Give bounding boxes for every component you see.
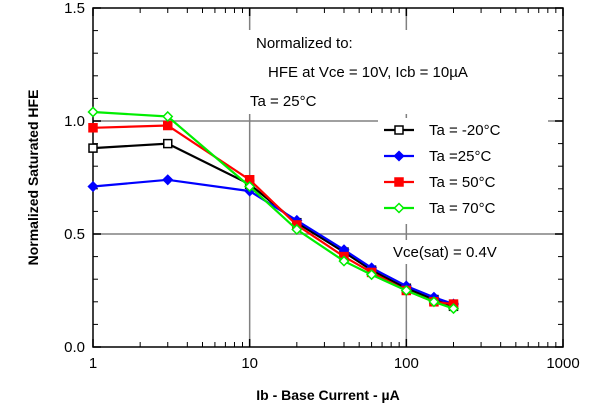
x-tick-label: 10 [241, 355, 258, 372]
annotation-normalized-to: Normalized to: [256, 35, 353, 52]
legend: Ta = -20°C Ta =25°C Ta = 50°C Ta = 70°C [378, 118, 548, 224]
data-point [88, 143, 98, 153]
annotation-temperature: Ta = 25°C [250, 93, 317, 110]
y-tick-label: 0.5 [64, 226, 85, 243]
ticks: 0.0 0.5 1.0 1.5 1 10 100 1000 [64, 0, 580, 372]
data-point [87, 106, 99, 118]
vce-annotation-background [388, 240, 536, 264]
y-tick-label: 1.0 [64, 113, 85, 130]
data-point [291, 223, 303, 236]
data-point [162, 110, 174, 123]
legend-marker [394, 125, 404, 135]
data-point [162, 138, 173, 149]
vce-annotation-box: Vce(sat) = 0.4V [388, 240, 536, 264]
data-point [87, 180, 99, 193]
legend-item: Ta =25°C [384, 148, 491, 165]
legend-label: Ta = -20°C [429, 122, 501, 139]
data-point [162, 174, 174, 186]
legend-label: Ta =25°C [429, 148, 491, 165]
legend-item: Ta = 50°C [384, 174, 496, 191]
legend-item: Ta = 70°C [384, 200, 496, 217]
y-axis-label: Normalized Saturated HFE [25, 90, 41, 266]
annotation-hfe-conditions: HFE at Vce = 10V, Icb = 10µA [268, 64, 468, 81]
x-tick-label: 100 [394, 355, 419, 372]
legend-background [378, 118, 548, 224]
legend-marker [394, 177, 404, 187]
legend-marker [393, 150, 405, 162]
y-tick-label: 1.5 [64, 0, 85, 17]
plot-area-frame [92, 7, 564, 348]
legend-marker [393, 202, 405, 214]
data-point [400, 284, 412, 297]
data-point [366, 269, 378, 281]
legend-item: Ta = -20°C [384, 122, 501, 139]
annotation-background [244, 30, 550, 114]
x-tick-label: 1000 [546, 355, 579, 372]
data-point [244, 180, 256, 193]
data-point [162, 120, 173, 131]
x-tick-label: 1 [89, 355, 97, 372]
y-tick-label: 0.0 [64, 339, 85, 356]
data-point [447, 303, 460, 315]
data-point [428, 296, 440, 308]
x-axis-label: Ib - Base Current - µA [256, 387, 399, 403]
data-point [338, 255, 350, 267]
data-point [88, 123, 98, 133]
series-4 [87, 106, 460, 315]
annotation-vce-sat: Vce(sat) = 0.4V [393, 244, 497, 261]
series-group [87, 106, 460, 315]
annotation-box: Normalized to: HFE at Vce = 10V, Icb = 1… [244, 30, 550, 114]
legend-label: Ta = 50°C [429, 174, 496, 191]
legend-label: Ta = 70°C [429, 200, 496, 217]
